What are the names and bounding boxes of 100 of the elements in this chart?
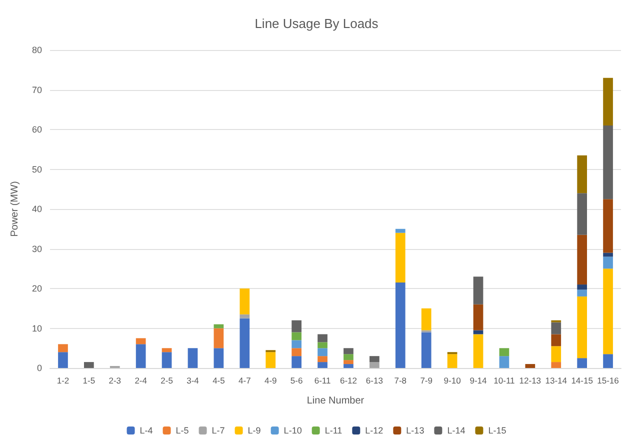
x-tick-label: 3-4	[186, 376, 200, 386]
bar	[344, 360, 354, 364]
bar	[447, 354, 458, 368]
bar	[603, 256, 613, 269]
y-axis-title: Power (MW)	[10, 181, 20, 237]
x-tick-label: 1-2	[56, 376, 70, 386]
x-tick-label: 6-11	[314, 376, 331, 386]
x-tick-label: 5-6	[290, 376, 303, 386]
bar	[551, 346, 562, 362]
bar	[370, 356, 380, 362]
bar	[395, 228, 406, 233]
bar	[577, 193, 587, 235]
bar	[292, 320, 302, 332]
legend-label: L-15	[488, 426, 506, 436]
x-tick-label: 7-8	[394, 376, 407, 386]
bar	[214, 328, 224, 348]
y-tick-label: 20	[32, 284, 42, 294]
bar	[395, 282, 406, 368]
bar	[370, 362, 380, 368]
bar	[577, 290, 587, 296]
legend-label: L-7	[212, 426, 225, 436]
bar	[292, 348, 302, 356]
bar	[240, 288, 250, 314]
x-tick-label: 13-14	[545, 376, 568, 386]
bar	[240, 314, 250, 318]
bar	[577, 284, 587, 290]
y-tick-label: 70	[32, 84, 42, 95]
bar	[318, 362, 328, 368]
bar	[473, 276, 484, 304]
bar	[603, 126, 613, 200]
bar	[603, 268, 613, 354]
x-tick-label: 10-11	[494, 376, 516, 386]
bar	[318, 348, 328, 356]
x-tick-label: 6-12	[340, 376, 358, 386]
bar	[266, 352, 276, 368]
bar	[58, 352, 68, 368]
y-tick-label: 10	[32, 323, 42, 334]
bar	[136, 338, 146, 344]
x-tick-label: 4-7	[238, 376, 252, 386]
y-tick-label: 0	[36, 363, 42, 373]
bar	[344, 348, 354, 354]
bar	[344, 354, 354, 360]
bar	[473, 334, 484, 368]
bar	[292, 340, 302, 348]
x-tick-label: 6-13	[366, 376, 384, 386]
x-tick-label: 2-3	[108, 376, 122, 386]
y-tick-label: 50	[32, 164, 42, 174]
bar	[240, 318, 250, 368]
bar	[603, 354, 613, 368]
x-tick-label: 2-5	[160, 376, 174, 386]
bar	[344, 364, 354, 368]
y-tick-label: 40	[32, 204, 42, 214]
bar	[499, 348, 510, 356]
x-axis-title: Line Number	[306, 396, 365, 406]
bar	[577, 155, 587, 194]
y-tick-label: 80	[32, 45, 42, 55]
x-tick-label: 9-14	[470, 376, 488, 386]
x-tick-label: 2-4	[134, 376, 148, 386]
bar	[421, 308, 432, 330]
legend-label: L-11	[324, 426, 342, 436]
legend-label: L-13	[406, 426, 424, 436]
bar	[577, 234, 587, 285]
x-tick-label: 12-13	[519, 376, 542, 386]
bar	[162, 352, 172, 368]
bar	[318, 334, 328, 342]
bar	[162, 348, 172, 352]
bar	[84, 362, 94, 368]
x-tick-label: 9-10	[444, 376, 462, 386]
x-tick-label: 4-9	[264, 376, 278, 386]
bar	[214, 348, 224, 368]
legend-label: L-9	[248, 426, 261, 436]
legend-label: L-5	[176, 426, 189, 436]
legend-label: L-14	[447, 426, 466, 436]
bar	[214, 324, 224, 328]
x-tick-label: 7-9	[420, 376, 433, 386]
bar	[318, 342, 328, 348]
bar	[292, 356, 302, 368]
bar	[551, 322, 562, 334]
bar	[577, 358, 587, 368]
legend-label: L-10	[284, 426, 302, 436]
bar	[551, 362, 562, 368]
bar	[292, 332, 302, 340]
bar	[525, 364, 536, 368]
x-tick-label: 15-16	[597, 376, 620, 386]
bar	[499, 356, 510, 368]
bar	[395, 232, 406, 283]
bar	[136, 344, 146, 368]
x-tick-label: 4-5	[212, 376, 226, 386]
bar	[473, 304, 484, 330]
y-tick-label: 30	[32, 244, 42, 254]
bar	[473, 330, 484, 334]
legend-label: L-12	[365, 426, 384, 436]
chart-title: Line Usage By Loads	[254, 16, 379, 31]
bar	[58, 344, 68, 352]
bar	[421, 332, 432, 368]
bar	[551, 334, 562, 346]
bar	[603, 252, 613, 257]
bar	[603, 78, 613, 126]
x-tick-label: 1-5	[82, 376, 96, 386]
x-tick-label: 14-15	[571, 376, 594, 386]
